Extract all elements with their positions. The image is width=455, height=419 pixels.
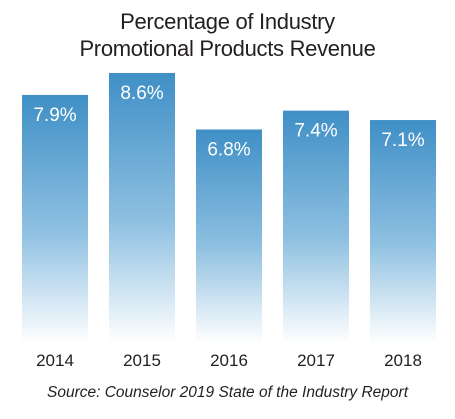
x-tick-label-2015: 2015	[123, 351, 161, 370]
x-tick-label-2017: 2017	[297, 351, 335, 370]
bar-2014	[22, 94, 88, 343]
data-label-2016: 6.8%	[207, 139, 250, 160]
data-label-2014: 7.9%	[33, 105, 76, 126]
chart-title-line-2: Promotional Products Revenue	[79, 36, 376, 61]
x-tick-label-2018: 2018	[384, 351, 422, 370]
data-label-2018: 7.1%	[381, 130, 424, 151]
bar-2017	[283, 110, 349, 343]
chart-title-line-1: Percentage of Industry	[120, 9, 335, 34]
x-tick-labels-layer: 2014 2015 2016 2017 2018	[36, 351, 422, 370]
bar-2015	[109, 72, 175, 344]
bars-layer	[22, 72, 436, 344]
x-tick-label-2016: 2016	[210, 351, 248, 370]
bar-2016	[196, 129, 262, 343]
chart-source-note: Source: Counselor 2019 State of the Indu…	[46, 384, 409, 401]
data-label-2015: 8.6%	[120, 83, 163, 104]
data-label-2017: 7.4%	[294, 121, 337, 142]
data-labels-layer: 7.9% 8.6% 6.8% 7.4% 7.1%	[33, 83, 424, 161]
x-tick-label-2014: 2014	[36, 351, 74, 370]
bar-2018	[370, 120, 436, 343]
